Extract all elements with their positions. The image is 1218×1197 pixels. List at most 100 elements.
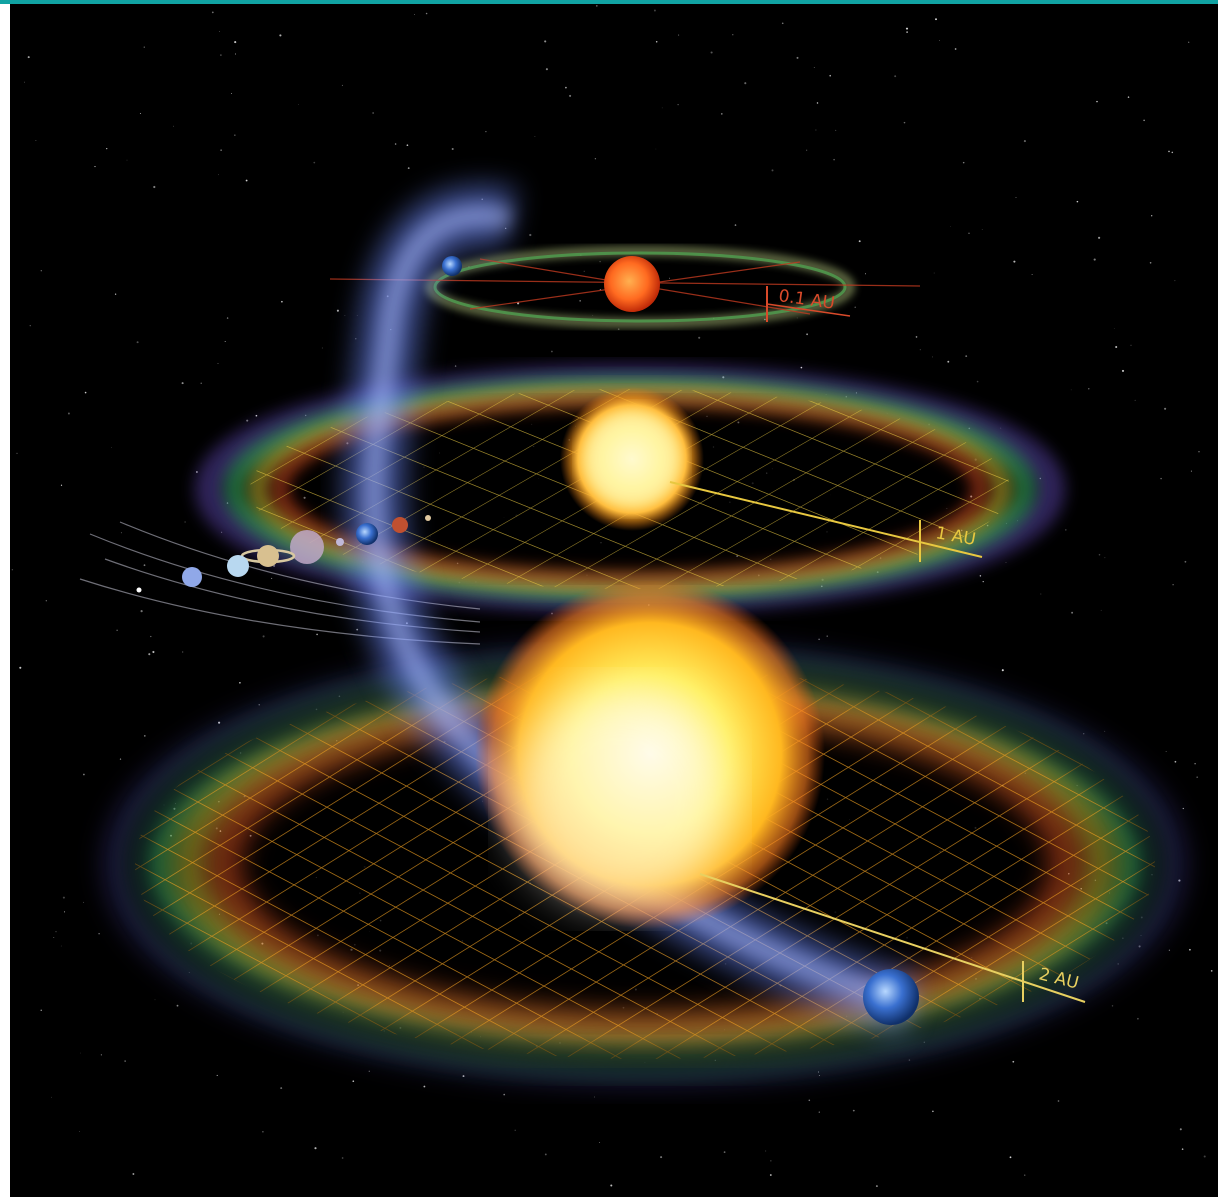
star — [660, 1156, 663, 1159]
star — [1015, 196, 1017, 198]
star — [336, 309, 339, 312]
star — [139, 113, 141, 114]
star — [150, 635, 152, 638]
star — [1113, 328, 1115, 329]
star — [544, 40, 547, 43]
star — [858, 240, 861, 243]
star — [279, 34, 282, 37]
star — [919, 349, 921, 351]
star — [1104, 730, 1106, 732]
star — [1130, 344, 1132, 346]
star — [864, 273, 867, 275]
star — [1210, 970, 1213, 972]
star — [16, 452, 18, 455]
star — [806, 149, 808, 151]
star — [595, 5, 598, 7]
star — [826, 635, 828, 637]
star — [1174, 280, 1176, 282]
star — [19, 666, 22, 669]
star — [979, 575, 982, 577]
star — [258, 704, 260, 706]
star — [239, 681, 241, 684]
star — [211, 11, 214, 14]
star — [220, 54, 222, 56]
star — [1172, 584, 1174, 586]
star — [1174, 760, 1177, 763]
star — [816, 102, 819, 104]
star — [932, 1110, 934, 1113]
star — [698, 336, 701, 339]
star — [545, 68, 548, 71]
star — [462, 1075, 465, 1078]
star — [815, 129, 817, 131]
star — [218, 174, 219, 176]
star — [1149, 261, 1152, 264]
planets — [136, 256, 919, 1025]
star — [982, 580, 984, 583]
star — [976, 380, 979, 383]
star — [770, 1160, 772, 1162]
star — [894, 75, 897, 78]
star — [852, 1109, 855, 1112]
star — [1168, 150, 1170, 153]
star — [218, 721, 221, 724]
star — [610, 1184, 613, 1187]
star — [1164, 407, 1167, 410]
star — [617, 328, 620, 330]
star — [79, 1131, 81, 1132]
star — [678, 34, 680, 36]
star — [551, 350, 553, 353]
star — [769, 1174, 772, 1176]
star — [182, 651, 184, 653]
star — [234, 134, 236, 136]
star — [62, 896, 65, 899]
habitable-zone-illustration: 0.1 AU 1 AU 2 AU — [10, 4, 1218, 1197]
earth-bottom — [863, 969, 919, 1025]
star — [153, 651, 155, 653]
star — [653, 9, 656, 12]
star — [80, 1052, 81, 1054]
star — [1184, 560, 1187, 563]
star — [1005, 562, 1007, 564]
star — [734, 224, 737, 226]
star — [29, 325, 31, 327]
star — [1104, 557, 1106, 559]
star — [1143, 119, 1145, 122]
star — [1057, 1100, 1060, 1102]
star — [255, 414, 258, 417]
star — [669, 277, 670, 279]
star — [114, 293, 117, 295]
star — [1137, 1017, 1139, 1020]
star — [262, 635, 265, 638]
star — [1168, 949, 1171, 951]
star — [344, 315, 346, 316]
star — [569, 94, 572, 97]
star — [1194, 763, 1196, 765]
star — [224, 340, 226, 343]
star — [98, 933, 100, 935]
star — [800, 366, 803, 369]
illustration-canvas: 0.1 AU 1 AU 2 AU — [10, 4, 1218, 1197]
star — [1040, 593, 1042, 595]
star — [40, 270, 42, 272]
star — [1127, 96, 1130, 98]
star — [60, 484, 63, 486]
star — [24, 81, 25, 83]
star — [833, 158, 835, 161]
star — [1165, 751, 1167, 752]
star — [352, 1080, 355, 1083]
star — [220, 149, 222, 151]
top-border — [0, 0, 1218, 4]
star — [414, 13, 415, 15]
star — [423, 1085, 426, 1088]
star — [1013, 260, 1016, 263]
star — [1182, 807, 1184, 810]
star — [594, 158, 597, 160]
star — [140, 610, 143, 613]
star — [11, 569, 14, 571]
star — [234, 41, 237, 44]
star — [368, 1070, 370, 1072]
star — [529, 233, 532, 237]
star — [1023, 140, 1026, 143]
star — [765, 1150, 767, 1152]
